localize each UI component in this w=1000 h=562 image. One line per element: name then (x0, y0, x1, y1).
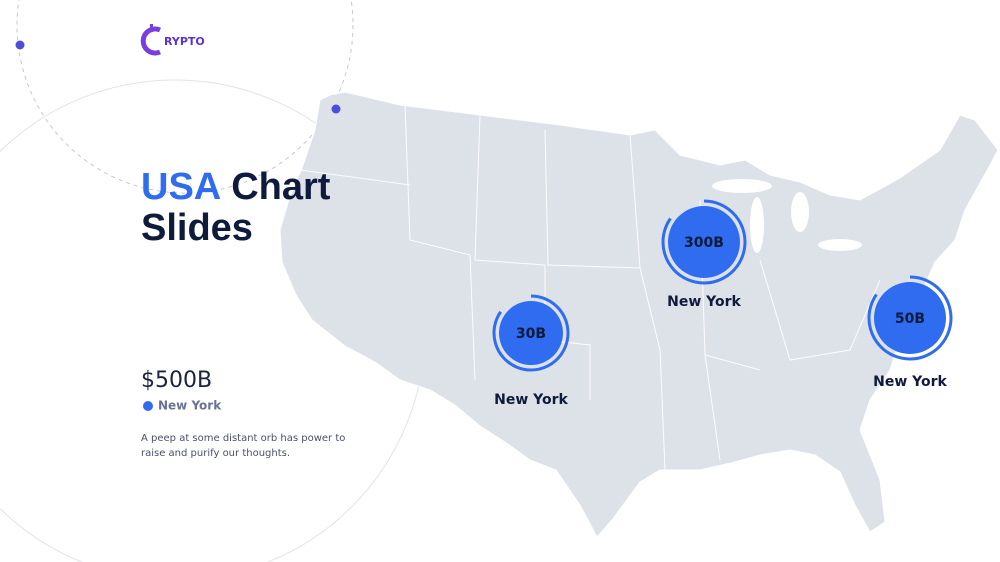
description: A peep at some distant orb has power to (141, 433, 345, 444)
marker-value: 50B (895, 311, 925, 327)
marker-ring (867, 275, 953, 361)
marker-bubble (874, 282, 946, 354)
marker-label: New York (494, 392, 568, 408)
marker-ring (492, 294, 570, 372)
logo-text: RYPTO (164, 35, 205, 48)
marker-ring (661, 199, 747, 285)
great-lakes (712, 179, 862, 253)
logo: RYPTO (140, 24, 205, 56)
title: USA Chart (141, 166, 331, 208)
title-accent: USA (141, 166, 221, 208)
logo-icon (150, 24, 153, 32)
deco-dot (15, 40, 25, 50)
legend-dot (143, 401, 153, 411)
stat-value: $500B (141, 368, 212, 393)
marker-bubble (668, 206, 740, 278)
deco-ring (16, 0, 354, 194)
title-rest: Chart (231, 166, 331, 208)
legend-label: New York (158, 399, 222, 413)
marker-label: New York (667, 294, 741, 310)
deco-dot (331, 104, 341, 114)
marker-value: 30B (516, 326, 546, 342)
marker-value: 300B (684, 235, 724, 251)
marker-label: New York (873, 374, 947, 390)
description: raise and purify our thoughts. (141, 448, 290, 459)
usa-map (279, 91, 999, 538)
logo-icon (140, 26, 161, 56)
title-line2: Slides (141, 207, 253, 249)
marker-bubble (499, 301, 563, 365)
